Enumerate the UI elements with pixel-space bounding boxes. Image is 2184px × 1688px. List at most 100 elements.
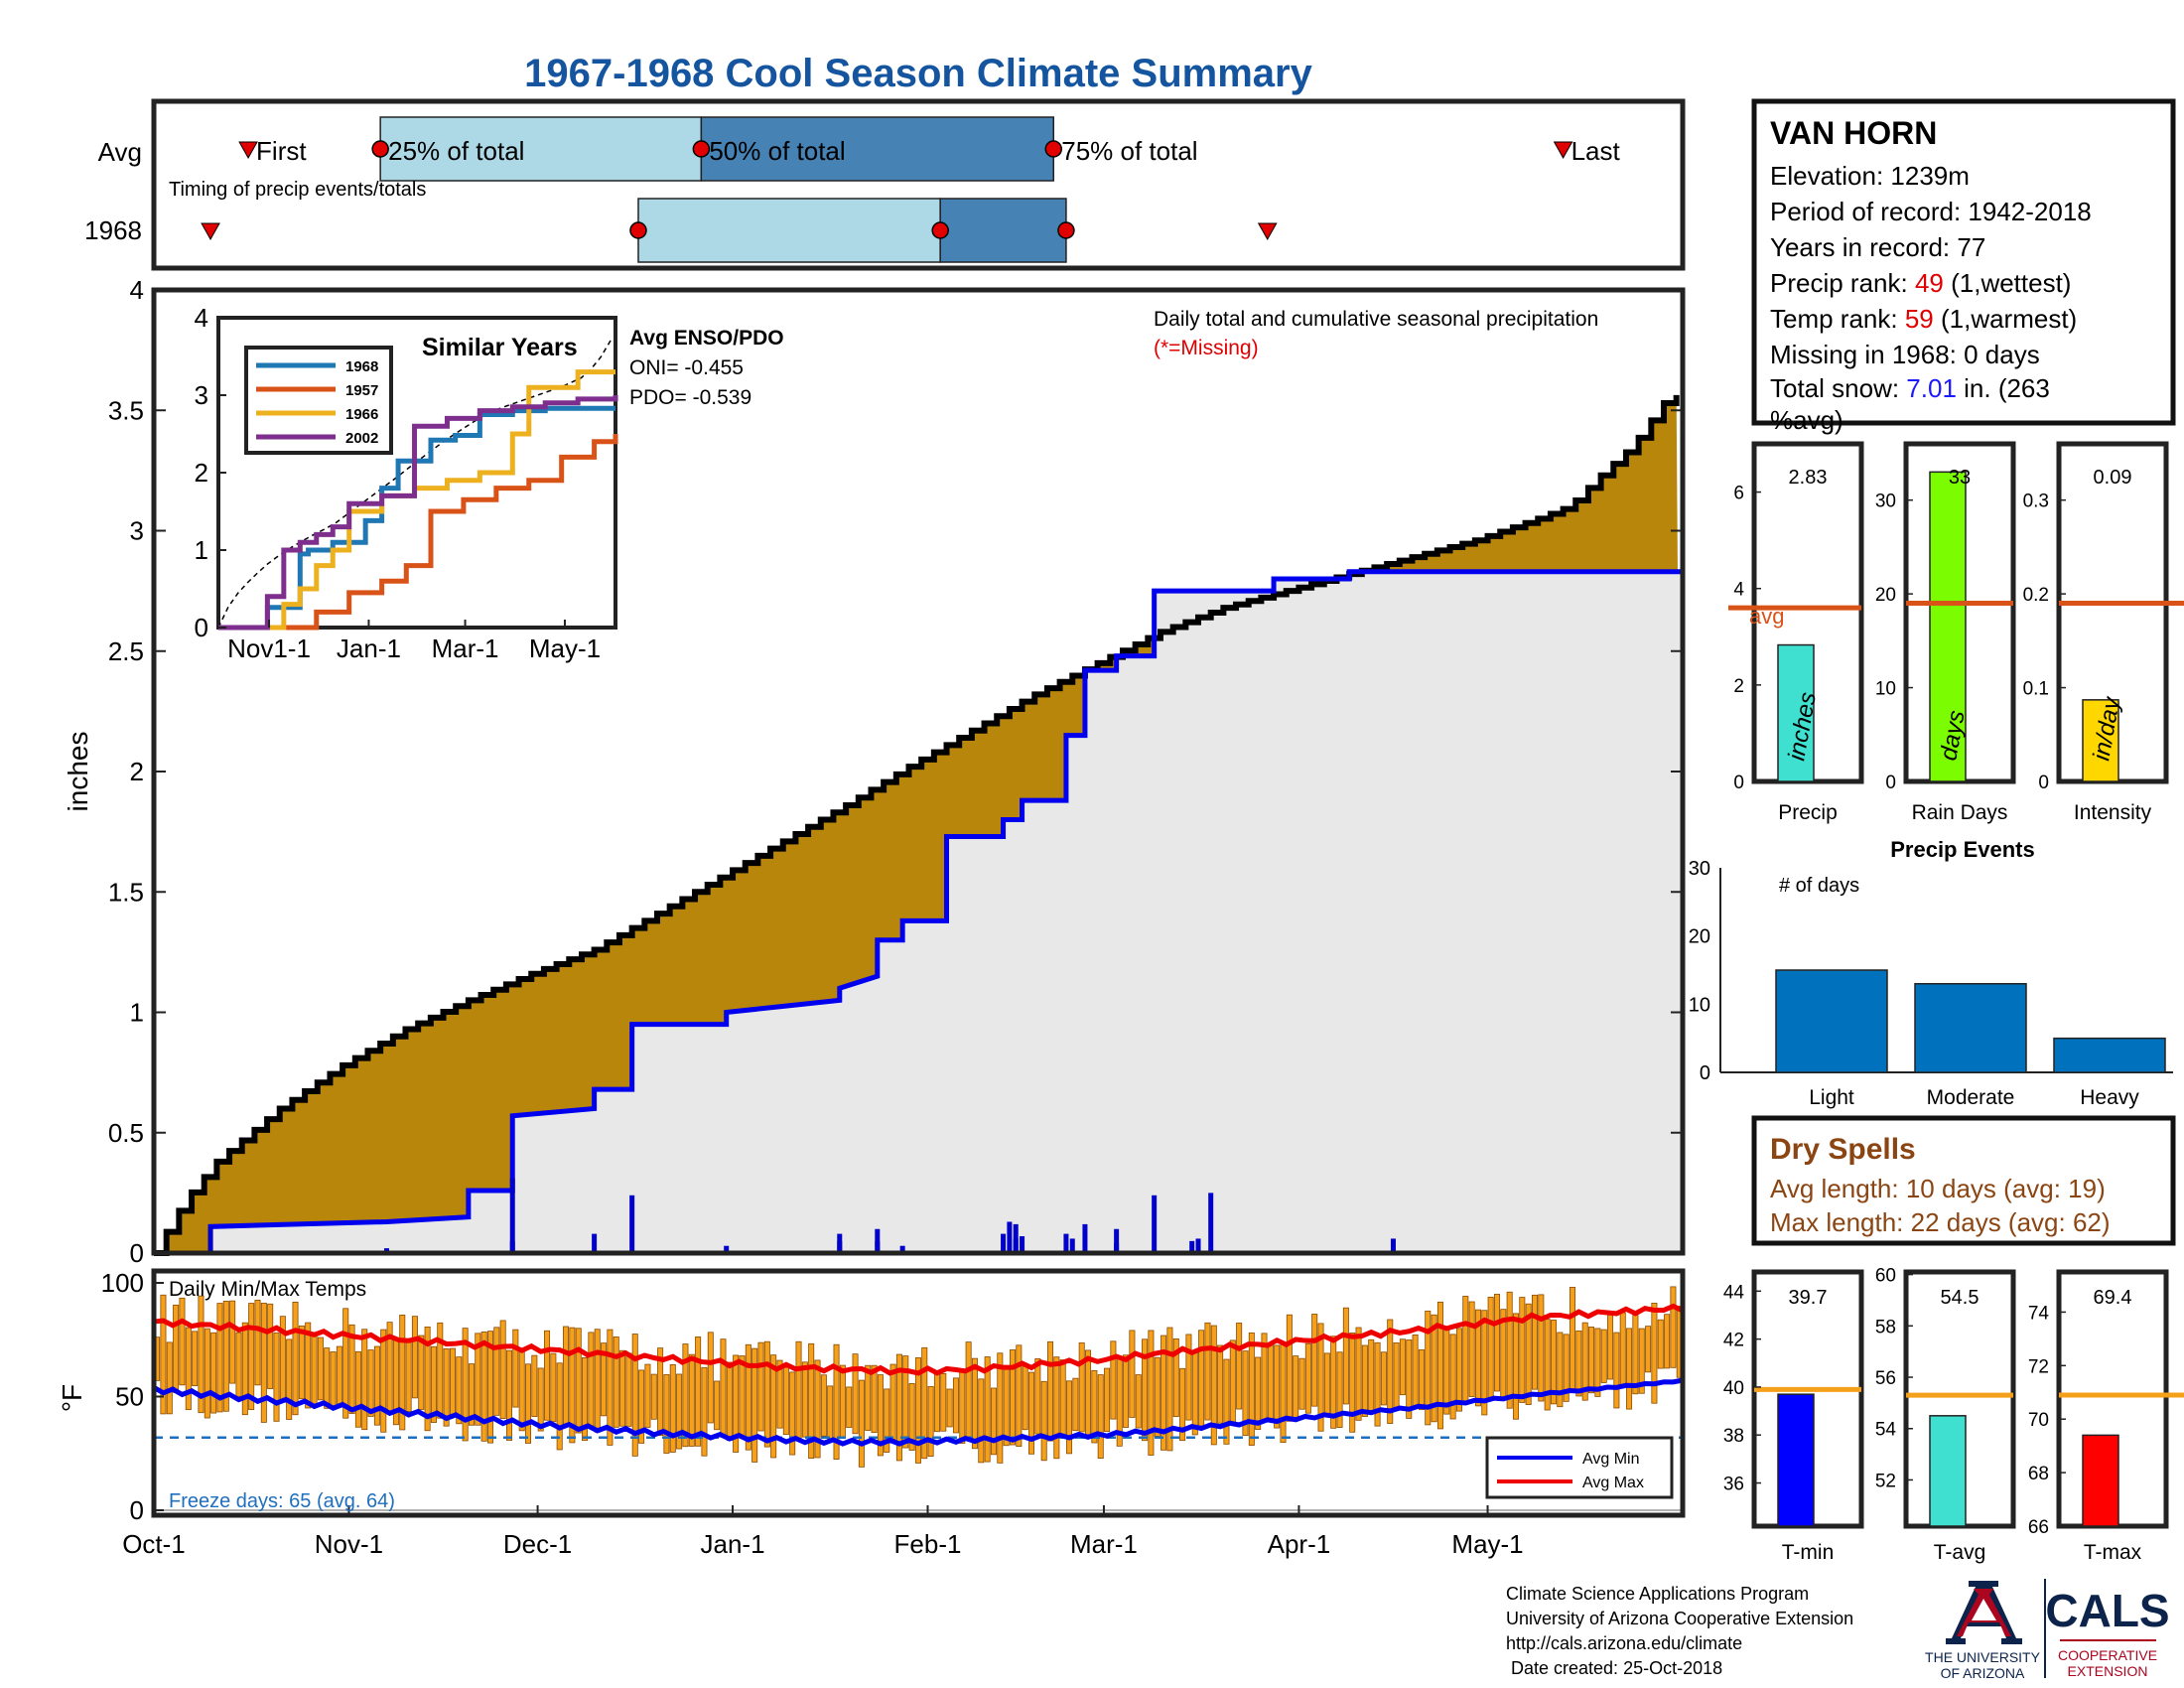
daily-temp-bar — [1449, 1334, 1456, 1420]
date-x-tick-label: Jan-1 — [701, 1529, 765, 1559]
daily-temp-bar — [575, 1328, 582, 1434]
daily-temp-bar — [1135, 1374, 1142, 1429]
daily-temp-bar — [1223, 1358, 1230, 1445]
avg-p50-label: 50% of total — [709, 136, 845, 166]
daily-temp-bar — [361, 1329, 368, 1431]
daily-temp-bar — [657, 1347, 664, 1437]
station-missing: Missing in 1968: 0 days — [1770, 340, 2040, 369]
daily-temp-bar — [324, 1347, 331, 1409]
daily-temp-bar — [1110, 1340, 1117, 1420]
daily-temp-bar — [1267, 1344, 1274, 1422]
temp-bar-y-tick-label: 52 — [1875, 1471, 1896, 1491]
footer: Climate Science Applications Program Uni… — [1506, 1584, 1853, 1678]
daily-temp-bar — [1053, 1356, 1060, 1460]
daily-temp-bar — [173, 1304, 180, 1393]
daily-temp-bar — [544, 1330, 551, 1421]
daily-temp-bar — [367, 1349, 374, 1417]
daily-temp-bar — [563, 1326, 570, 1425]
daily-temp-bar — [216, 1303, 223, 1413]
daily-temp-bar — [927, 1386, 934, 1458]
similar-y-tick-label: 3 — [195, 380, 208, 410]
daily-temp-bar — [1551, 1320, 1558, 1405]
temp-y-tick-label: 100 — [101, 1268, 144, 1298]
daily-temp-bar — [808, 1342, 815, 1460]
temp-bar-value-label: 39.7 — [1789, 1287, 1828, 1309]
footer-line-2: University of Arizona Cooperative Extens… — [1506, 1609, 1853, 1628]
daily-temp-bar — [354, 1350, 361, 1428]
daily-temp-bar — [342, 1308, 349, 1419]
avg-p75-label: 75% of total — [1061, 136, 1197, 166]
similar-years-plot: 0 1 2 3 4 Nov1-1 Jan-1 Mar-1 May-1 — [195, 303, 618, 663]
daily-temp-bar — [430, 1345, 437, 1423]
precip-events-plot: 0 10 20 30 # of days Light Moderate Heavy — [1689, 858, 2173, 1109]
daily-temp-bar — [1468, 1301, 1475, 1397]
precip-events-chart: Precip Events 0 10 20 30 # of days Light Moder… — [1689, 837, 2173, 1109]
logo-university-1: THE UNIVERSITY — [1925, 1649, 2041, 1665]
daily-temp-bar — [1097, 1374, 1104, 1459]
avg-early-box — [379, 116, 703, 182]
temp-bar-y-tick-label: 68 — [2028, 1464, 2049, 1484]
daily-temp-bar — [914, 1357, 921, 1464]
daily-temp-bar — [1412, 1334, 1419, 1409]
daily-temp-bar — [676, 1373, 683, 1450]
events-x-label: Light — [1809, 1086, 1854, 1109]
avg-p50-marker — [692, 140, 711, 158]
timing-panel: Avg 1968 First 25% of total 50% of total 75… — [84, 98, 1686, 271]
daily-temp-bar — [493, 1327, 500, 1416]
freeze-days: Freeze days: 65 (avg. 64) — [169, 1490, 395, 1512]
daily-temp-bar — [204, 1328, 210, 1419]
daily-temp-bar — [739, 1355, 746, 1437]
station-period: Period of record: 1942-2018 — [1770, 197, 2092, 226]
daily-temp-bar — [1104, 1367, 1111, 1433]
daily-temp-bar — [292, 1301, 299, 1416]
daily-precip-bar — [207, 1226, 213, 1253]
daily-temp-bar — [210, 1332, 217, 1414]
events-note: # of days — [1779, 875, 1859, 897]
daily-temp-bar — [852, 1353, 859, 1435]
daily-precip-bar — [875, 1240, 881, 1253]
daily-temp-bar — [1072, 1377, 1079, 1432]
daily-temp-bar — [1431, 1314, 1437, 1423]
daily-temp-bar — [801, 1361, 808, 1438]
temp-plot-area — [152, 1286, 1685, 1511]
date-x-tick-label: Apr-1 — [1268, 1529, 1331, 1559]
daily-temp-bar — [260, 1303, 267, 1423]
daily-precip-bar — [724, 1245, 730, 1253]
daily-temp-bar — [1581, 1322, 1588, 1401]
daily-temp-bar — [827, 1385, 834, 1443]
logo-coop-1: COOPERATIVE — [2058, 1647, 2157, 1663]
daily-temp-bar — [1670, 1286, 1677, 1368]
temp-bar-y-tick-label: 38 — [1723, 1426, 1744, 1447]
daily-temp-bar — [241, 1322, 248, 1416]
daily-temp-bar — [751, 1347, 758, 1463]
daily-temp-bar — [166, 1341, 173, 1415]
daily-temp-bar — [1600, 1329, 1607, 1383]
daily-temp-bar — [1664, 1314, 1671, 1369]
daily-temp-bar — [733, 1354, 740, 1453]
station-precip-rank: Precip rank: 49 (1,wettest) — [1770, 268, 2071, 298]
daily-temp-bar — [505, 1349, 512, 1441]
similar-years-legend: 1968 1957 1966 2002 — [244, 346, 393, 455]
mini-bar-avg-label: avg — [1749, 604, 1784, 629]
daily-temp-bar — [889, 1363, 896, 1440]
date-x-tick-label: Nov-1 — [315, 1529, 383, 1559]
daily-temp-bar — [569, 1327, 576, 1444]
daily-temp-bar — [607, 1329, 614, 1446]
daily-temp-bar — [1418, 1348, 1425, 1411]
daily-precip-bar — [1152, 1195, 1158, 1253]
season-cumulative-line — [154, 569, 1683, 1256]
mini-bar-y-tick-label: 0 — [2038, 773, 2049, 793]
daily-temp-bar — [952, 1377, 959, 1434]
precip-y-tick-label: 3 — [130, 516, 144, 546]
daily-temp-bar — [908, 1383, 915, 1451]
similar-series-line-1957 — [218, 434, 618, 631]
temp-bar-value-label: 69.4 — [2094, 1287, 2132, 1309]
legend-avg-min: Avg Min — [1582, 1451, 1640, 1468]
precip-y-tick-label: 3.5 — [108, 395, 144, 425]
daily-precip-bar — [1013, 1238, 1019, 1253]
daily-temp-bar — [499, 1320, 506, 1419]
events-y-tick-label: 30 — [1689, 858, 1710, 880]
daily-temp-bar — [695, 1336, 702, 1447]
daily-temp-bar — [1242, 1350, 1249, 1437]
